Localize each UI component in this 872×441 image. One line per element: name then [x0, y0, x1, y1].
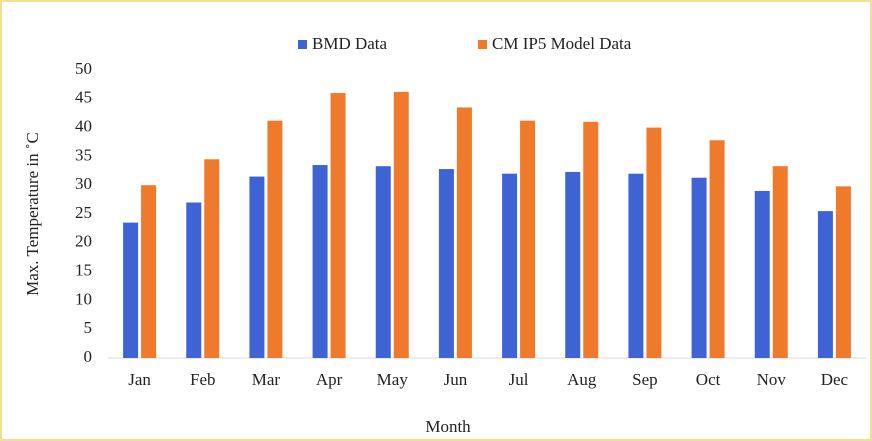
bar	[330, 93, 346, 358]
bar	[772, 166, 788, 358]
bar	[520, 120, 536, 358]
x-axis-title: Month	[425, 417, 471, 436]
bar	[312, 165, 328, 358]
x-tick-label: Nov	[757, 370, 787, 389]
x-tick-label: Mar	[252, 370, 281, 389]
bar	[583, 121, 599, 358]
bar	[204, 159, 220, 358]
bar	[438, 169, 454, 358]
legend-swatch	[298, 40, 307, 49]
bar	[186, 202, 202, 358]
x-tick-label: Jan	[128, 370, 151, 389]
bar	[375, 166, 391, 358]
bar	[502, 173, 518, 358]
x-tick-label: Jul	[509, 370, 529, 389]
x-tick-label: Sep	[632, 370, 658, 389]
x-tick-label: Oct	[696, 370, 721, 389]
bar	[646, 127, 662, 358]
bar	[249, 176, 265, 358]
bar	[835, 186, 851, 358]
bar	[393, 91, 409, 358]
x-tick-label: Feb	[190, 370, 216, 389]
y-tick-label: 35	[75, 145, 92, 164]
y-tick-label: 20	[75, 232, 92, 251]
x-tick-label: Aug	[567, 370, 597, 389]
y-tick-label: 10	[75, 289, 92, 308]
bar	[456, 107, 472, 358]
y-tick-label: 25	[75, 203, 92, 222]
bar	[817, 211, 833, 358]
bar	[267, 120, 283, 358]
bar	[565, 171, 581, 358]
x-tick-label: May	[377, 370, 409, 389]
bar	[754, 190, 770, 358]
y-tick-label: 45	[75, 88, 92, 107]
bar	[628, 173, 644, 358]
y-tick-label: 15	[75, 261, 92, 280]
x-tick-label: Dec	[821, 370, 849, 389]
legend-label: CM IP5 Model Data	[492, 34, 632, 53]
bar	[123, 222, 139, 358]
bar	[141, 185, 157, 358]
x-tick-label: Apr	[316, 370, 343, 389]
y-tick-label: 5	[84, 318, 93, 337]
y-tick-label: 30	[75, 174, 92, 193]
y-tick-label: 40	[75, 117, 92, 136]
legend-label: BMD Data	[312, 34, 388, 53]
legend-swatch	[478, 40, 487, 49]
y-axis-title: Max. Temperature in ˚C	[23, 132, 42, 296]
x-tick-label: Jun	[444, 370, 468, 389]
y-tick-label: 50	[75, 59, 92, 78]
bar	[709, 140, 725, 358]
y-tick-label: 0	[84, 347, 93, 366]
bar	[691, 177, 707, 358]
